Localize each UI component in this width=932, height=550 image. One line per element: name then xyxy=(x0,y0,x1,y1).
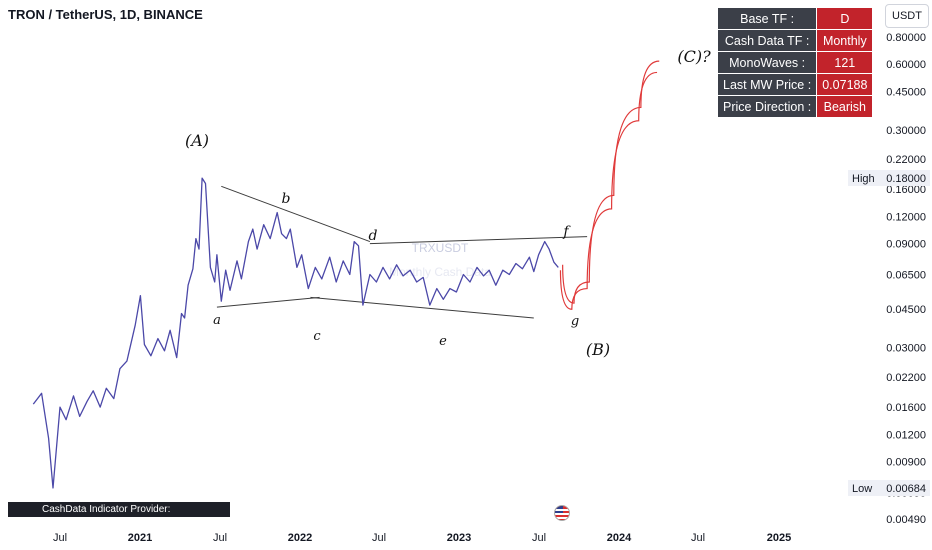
info-key: Cash Data TF : xyxy=(718,30,817,51)
marker-label: Low xyxy=(852,483,872,495)
high-low-markers: High 0.18000 Low 0.00684 xyxy=(848,170,930,496)
x-tick-label: Jul xyxy=(691,532,705,544)
y-tick-label: 0.02200 xyxy=(886,372,926,384)
y-tick-label: 0.16000 xyxy=(886,184,926,196)
x-tick-label: 2025 xyxy=(767,532,791,544)
y-tick-label: 0.00900 xyxy=(886,456,926,468)
y-tick-label: 0.30000 xyxy=(886,125,926,137)
info-key: Base TF : xyxy=(718,8,817,29)
y-tick-label: 0.03000 xyxy=(886,343,926,355)
info-row-last-mw-price: Last MW Price :0.07188 xyxy=(718,74,873,95)
marker-bg xyxy=(848,170,930,186)
x-tick-label: 2021 xyxy=(128,532,152,544)
marker-value: 0.18000 xyxy=(886,173,926,185)
x-tick-label: Jul xyxy=(372,532,386,544)
chart-watermark: TRXUSDT Monthly Cash Data xyxy=(389,241,491,279)
marker-bg xyxy=(848,480,930,496)
trendline xyxy=(216,296,320,308)
price-axis[interactable]: 0.80000 0.60000 0.45000 0.30000 0.22000 0.160… xyxy=(886,32,926,526)
x-tick-label: Jul xyxy=(213,532,227,544)
info-value: Monthly xyxy=(817,30,873,51)
marker-value: 0.00684 xyxy=(886,483,926,495)
info-key: MonoWaves : xyxy=(718,52,817,73)
x-tick-label: 2023 xyxy=(447,532,471,544)
watermark-subtitle: Monthly Cash Data xyxy=(389,265,491,279)
y-tick-label: 0.09000 xyxy=(886,239,926,251)
chart-title: TRON / TetherUS, 1D, BINANCE xyxy=(8,7,203,22)
info-value: D xyxy=(817,8,873,29)
watermark-symbol: TRXUSDT xyxy=(412,241,469,255)
price-line xyxy=(32,177,559,489)
projection-curve-lower xyxy=(559,71,658,310)
y-tick-label: 0.45000 xyxy=(886,86,926,98)
us-flag-icon xyxy=(554,505,570,521)
trendline xyxy=(310,296,534,319)
info-row-base-tf: Base TF :D xyxy=(718,8,873,29)
trendline xyxy=(221,185,371,243)
cashdata-info-table: Base TF :D Cash Data TF : Monthly MonoWav… xyxy=(717,7,874,118)
currency-selector[interactable]: USDT xyxy=(885,4,929,28)
y-tick-label: 0.06500 xyxy=(886,269,926,281)
info-value: 121 xyxy=(817,52,873,73)
info-row-monowaves: MonoWaves :121 xyxy=(718,52,873,73)
y-tick-label: 0.12000 xyxy=(886,211,926,223)
info-value: 0.07188 xyxy=(817,74,873,95)
wave-label: e xyxy=(439,334,447,349)
wave-label: g xyxy=(571,314,579,329)
wave-label: c xyxy=(313,329,321,344)
wave-label: d xyxy=(369,228,378,244)
y-tick-label: 0.01200 xyxy=(886,429,926,441)
y-tick-label: 0.80000 xyxy=(886,32,926,44)
wave-label: b xyxy=(282,191,291,207)
projection-path xyxy=(559,60,660,310)
info-key: Last MW Price : xyxy=(718,74,817,95)
info-row-cash-data-tf: Cash Data TF : Monthly xyxy=(718,30,873,51)
info-row-price-direction: Price Direction : Bearish xyxy=(718,96,873,117)
wave-label: (B) xyxy=(586,340,610,359)
projection-curve-upper xyxy=(562,60,660,304)
y-tick-label: 0.00490 xyxy=(886,514,926,526)
trendlines xyxy=(216,185,588,319)
y-tick-label: 0.60000 xyxy=(886,59,926,71)
wave-label: f xyxy=(562,224,571,240)
wave-label: (C)? xyxy=(677,47,711,66)
x-tick-label: Jul xyxy=(532,532,546,544)
y-tick-label: 0.04500 xyxy=(886,304,926,316)
y-tick-label: 0.01600 xyxy=(886,402,926,414)
trendline xyxy=(369,236,588,245)
wave-label: a xyxy=(213,313,221,328)
time-axis[interactable]: Jul 2021 Jul 2022 Jul 2023 Jul 2024 Jul 2025 xyxy=(53,532,791,544)
x-tick-label: Jul xyxy=(53,532,67,544)
info-key: Price Direction : xyxy=(718,96,817,117)
x-tick-label: 2024 xyxy=(607,532,632,544)
provider-banner: CashData Indicator Provider: iranneowave… xyxy=(8,502,230,530)
wave-label: (A) xyxy=(185,131,209,150)
y-tick-label: 0.22000 xyxy=(886,154,926,166)
marker-label: High xyxy=(852,173,875,185)
info-value: Bearish xyxy=(817,96,873,117)
x-tick-label: 2022 xyxy=(288,532,312,544)
wave-labels: (A) b d f a c e g (B) (C)? xyxy=(185,47,711,359)
price-series xyxy=(32,177,559,489)
